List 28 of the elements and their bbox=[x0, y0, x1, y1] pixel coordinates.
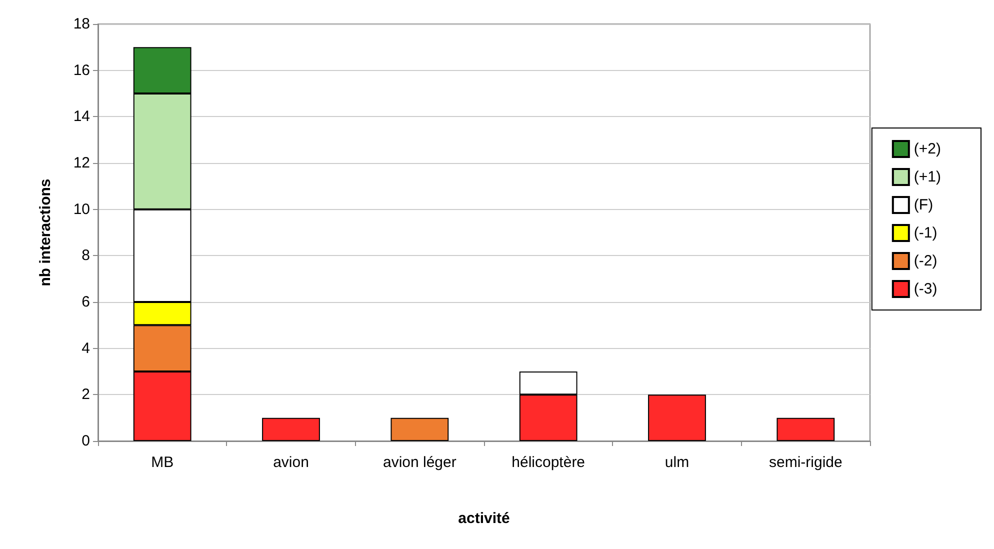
x-tick-label: avion léger bbox=[382, 454, 456, 471]
y-tick-label: 16 bbox=[73, 62, 90, 79]
y-tick-label: 10 bbox=[73, 200, 90, 218]
y-tick-label: 12 bbox=[73, 154, 90, 172]
bar bbox=[776, 418, 835, 441]
legend-label: (-2) bbox=[914, 252, 938, 270]
y-tick-label: 14 bbox=[73, 108, 90, 126]
x-tick-label: MB bbox=[151, 454, 174, 471]
y-axis-title: nb interactions bbox=[37, 178, 54, 286]
legend-label: (+2) bbox=[914, 140, 942, 158]
y-tick-label: 18 bbox=[73, 16, 90, 32]
legend-label: (+1) bbox=[914, 168, 942, 186]
bar bbox=[262, 418, 320, 441]
x-tick-label: avion bbox=[273, 454, 309, 471]
y-tick-label: 0 bbox=[82, 432, 90, 450]
bar bbox=[390, 418, 449, 441]
legend-label: (-1) bbox=[914, 224, 938, 242]
legend-label: (-3) bbox=[914, 280, 938, 298]
bar bbox=[648, 394, 706, 441]
legend-label: (F) bbox=[914, 196, 934, 214]
x-tick-label: hélicoptère bbox=[512, 454, 586, 471]
y-tick-label: 4 bbox=[82, 340, 90, 357]
y-tick-label: 6 bbox=[82, 294, 90, 310]
x-axis-title: activité bbox=[458, 510, 510, 527]
y-tick-label: 2 bbox=[82, 386, 90, 404]
x-tick-label: semi-rigide bbox=[768, 454, 842, 471]
x-tick-label: ulm bbox=[664, 454, 690, 471]
y-tick-label: 8 bbox=[82, 247, 90, 264]
